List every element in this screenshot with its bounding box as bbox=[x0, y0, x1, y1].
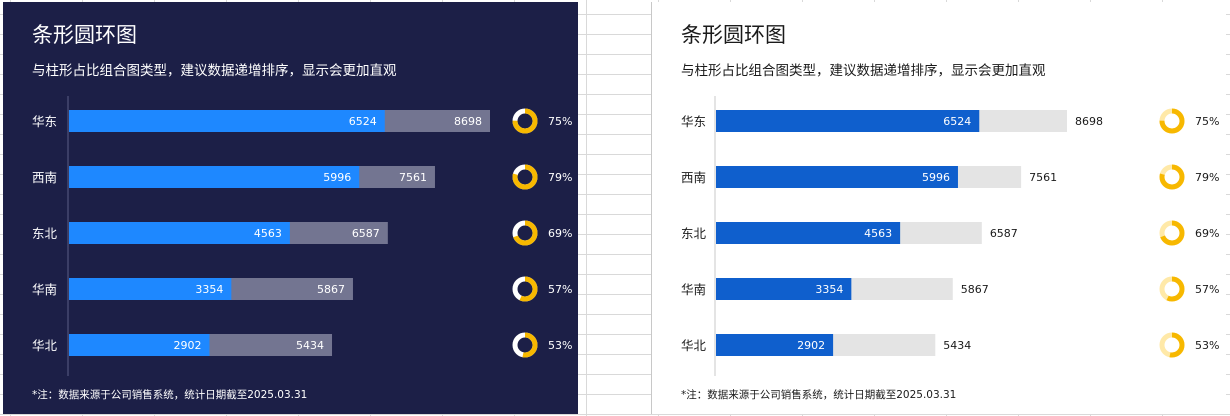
actual-value-label: 6524 bbox=[349, 115, 377, 128]
target-value-label: 5434 bbox=[296, 339, 324, 352]
category-label: 西南 bbox=[681, 170, 706, 185]
chart-footnote: *注：数据来源于公司销售系统，统计日期截至2025.03.31 bbox=[32, 389, 308, 401]
actual-bar bbox=[716, 110, 980, 132]
percent-label: 75% bbox=[1195, 115, 1219, 128]
ring-progress bbox=[512, 276, 538, 302]
percent-label: 79% bbox=[548, 171, 572, 184]
ring-progress bbox=[512, 164, 538, 190]
target-value-label: 5867 bbox=[317, 283, 345, 296]
actual-bar bbox=[69, 222, 290, 244]
ring-progress bbox=[512, 108, 538, 134]
target-value-label: 5867 bbox=[961, 283, 989, 296]
target-value-label: 8698 bbox=[454, 115, 482, 128]
ring-progress bbox=[1159, 332, 1185, 358]
category-label: 东北 bbox=[32, 226, 58, 241]
ring-progress bbox=[512, 332, 538, 358]
percent-label: 79% bbox=[1195, 171, 1219, 184]
target-value-label: 6587 bbox=[990, 227, 1018, 240]
actual-bar bbox=[716, 222, 901, 244]
actual-bar bbox=[716, 166, 958, 188]
chart-title: 条形圆环图 bbox=[32, 23, 137, 47]
category-label: 华北 bbox=[681, 338, 707, 353]
target-value-label: 7561 bbox=[399, 171, 427, 184]
bar-ring-chart-light: 华东 6524 8698 75% 西南 5996 7561 79% 东北 4563 6587 69% 华… bbox=[681, 96, 1219, 376]
actual-value-label: 2902 bbox=[797, 339, 825, 352]
actual-value-label: 3354 bbox=[195, 283, 223, 296]
target-value-label: 5434 bbox=[943, 339, 971, 352]
dark-chart-card: 条形圆环图 与柱形占比组合图类型，建议数据递增排序，显示会更加直观 华东 6524… bbox=[3, 2, 578, 414]
target-value-label: 7561 bbox=[1029, 171, 1057, 184]
actual-value-label: 5996 bbox=[323, 171, 351, 184]
percent-label: 53% bbox=[548, 339, 572, 352]
actual-bar bbox=[69, 334, 210, 356]
percent-label: 57% bbox=[548, 283, 572, 296]
ring-progress bbox=[1159, 276, 1185, 302]
actual-bar bbox=[716, 278, 852, 300]
actual-bar bbox=[69, 110, 385, 132]
target-value-label: 8698 bbox=[1075, 115, 1103, 128]
percent-label: 75% bbox=[548, 115, 572, 128]
chart-footnote: *注：数据来源于公司销售系统，统计日期截至2025.03.31 bbox=[681, 389, 957, 401]
actual-value-label: 4563 bbox=[864, 227, 892, 240]
category-label: 西南 bbox=[32, 170, 57, 185]
percent-label: 57% bbox=[1195, 283, 1219, 296]
actual-value-label: 2902 bbox=[173, 339, 201, 352]
actual-bar bbox=[716, 334, 834, 356]
actual-value-label: 3354 bbox=[815, 283, 843, 296]
target-value-label: 6587 bbox=[352, 227, 380, 240]
category-label: 东北 bbox=[681, 226, 707, 241]
ring-progress bbox=[1159, 164, 1185, 190]
category-label: 华东 bbox=[681, 114, 706, 129]
actual-bar bbox=[69, 166, 360, 188]
actual-bar bbox=[69, 278, 232, 300]
chart-title: 条形圆环图 bbox=[681, 23, 786, 47]
bar-ring-chart-dark: 华东 6524 8698 75% 西南 5996 7561 79% 东北 4563 6587 69% 华… bbox=[32, 96, 572, 376]
light-chart-card: 条形圆环图 与柱形占比组合图类型，建议数据递增排序，显示会更加直观 华东 6524… bbox=[651, 2, 1226, 414]
percent-label: 69% bbox=[1195, 227, 1219, 240]
category-label: 华南 bbox=[32, 282, 57, 297]
category-label: 华北 bbox=[32, 338, 58, 353]
ring-progress bbox=[512, 220, 538, 246]
ring-progress bbox=[1159, 220, 1185, 246]
actual-value-label: 4563 bbox=[254, 227, 282, 240]
ring-progress bbox=[1159, 108, 1185, 134]
actual-value-label: 6524 bbox=[943, 115, 971, 128]
chart-subtitle: 与柱形占比组合图类型，建议数据递增排序，显示会更加直观 bbox=[681, 63, 1046, 79]
category-label: 华南 bbox=[681, 282, 706, 297]
category-label: 华东 bbox=[32, 114, 57, 129]
actual-value-label: 5996 bbox=[922, 171, 950, 184]
percent-label: 69% bbox=[548, 227, 572, 240]
chart-subtitle: 与柱形占比组合图类型，建议数据递增排序，显示会更加直观 bbox=[32, 63, 397, 79]
percent-label: 53% bbox=[1195, 339, 1219, 352]
